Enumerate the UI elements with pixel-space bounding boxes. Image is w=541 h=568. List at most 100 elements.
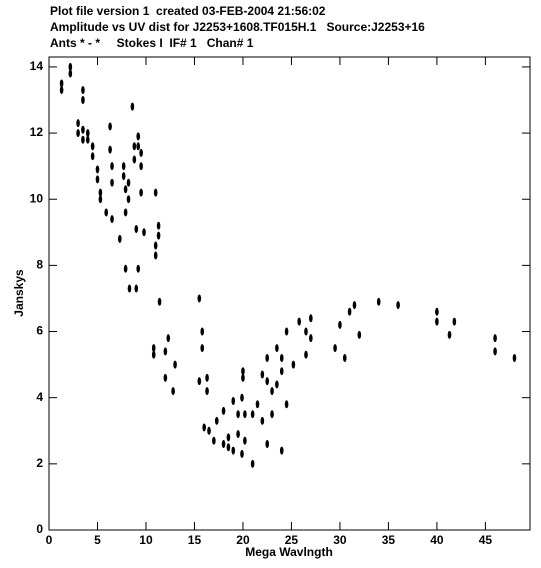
point: [279, 367, 284, 376]
point: [132, 155, 137, 164]
point: [309, 334, 313, 343]
point: [98, 188, 103, 197]
point: [117, 234, 122, 243]
point: [68, 69, 73, 78]
title-line: Ants * - * Stokes I IF# 1 Chan# 1: [50, 36, 254, 50]
x-axis-label: Mega Wavlngth: [245, 545, 333, 559]
point: [304, 350, 308, 359]
point: [226, 443, 231, 452]
point: [304, 327, 308, 336]
point: [156, 231, 161, 240]
point: [297, 317, 301, 326]
point: [132, 142, 137, 151]
point: [139, 188, 143, 197]
point: [435, 317, 439, 326]
point: [110, 215, 114, 224]
point: [221, 406, 226, 415]
point: [121, 162, 126, 171]
point: [139, 162, 143, 171]
point: [275, 344, 279, 353]
point: [151, 350, 156, 359]
point: [81, 125, 85, 134]
y-tick-label: 0: [36, 522, 43, 536]
point: [309, 314, 313, 323]
point: [205, 387, 209, 396]
point: [338, 320, 342, 329]
point: [240, 393, 244, 402]
point: [76, 129, 80, 138]
point: [291, 360, 296, 369]
point: [236, 430, 240, 439]
point: [110, 178, 114, 187]
x-tick-label: 45: [479, 533, 493, 547]
point: [90, 142, 95, 151]
point: [59, 79, 64, 88]
point: [173, 360, 177, 369]
y-tick-label: 2: [36, 456, 43, 470]
point: [142, 228, 146, 237]
y-tick-label: 12: [30, 125, 44, 139]
point: [197, 377, 202, 386]
y-tick-label: 8: [36, 258, 43, 272]
point: [153, 241, 158, 250]
y-tick-label: 10: [30, 191, 44, 205]
point: [493, 347, 497, 356]
point: [243, 410, 247, 419]
point: [221, 440, 226, 448]
point: [127, 284, 132, 293]
x-tick-label: 15: [188, 533, 202, 547]
point: [166, 334, 171, 343]
point: [126, 178, 131, 187]
x-tick-label: 40: [430, 533, 444, 547]
x-tick-label: 30: [333, 533, 347, 547]
point: [156, 221, 161, 230]
point: [98, 195, 103, 204]
point: [134, 225, 139, 233]
point: [250, 410, 255, 419]
point: [241, 367, 245, 376]
point: [452, 317, 457, 326]
point: [81, 96, 85, 104]
point: [279, 446, 284, 455]
point: [123, 185, 128, 194]
point: [357, 330, 362, 339]
point: [108, 145, 112, 154]
point: [279, 354, 284, 362]
point: [270, 410, 274, 419]
point: [260, 416, 265, 425]
point: [136, 142, 141, 151]
point: [347, 307, 352, 316]
point: [265, 440, 269, 448]
point: [241, 373, 245, 382]
point: [95, 175, 100, 184]
point: [81, 135, 85, 144]
point: [396, 301, 400, 310]
point: [214, 416, 219, 425]
point: [284, 327, 289, 336]
point: [212, 436, 216, 445]
point: [153, 188, 158, 197]
point: [104, 208, 109, 217]
x-tick-label: 35: [382, 533, 396, 547]
point: [265, 377, 269, 386]
point: [240, 449, 244, 458]
title-line: Plot file version 1 created 03-FEB-2004 …: [50, 4, 326, 18]
point: [202, 423, 206, 432]
point: [197, 294, 202, 303]
point: [95, 165, 100, 174]
point: [342, 354, 347, 362]
point: [134, 284, 139, 293]
point: [85, 129, 90, 138]
point: [255, 400, 260, 409]
point: [260, 370, 265, 379]
point: [231, 397, 236, 405]
y-axis-label: Janskys: [12, 269, 26, 317]
point: [157, 297, 162, 306]
point: [512, 354, 517, 362]
x-tick-label: 0: [46, 533, 53, 547]
point: [81, 86, 85, 95]
point: [226, 433, 231, 442]
point: [136, 132, 141, 141]
title-line: Amplitude vs UV dist for J2253+1608.TF01…: [50, 20, 425, 34]
